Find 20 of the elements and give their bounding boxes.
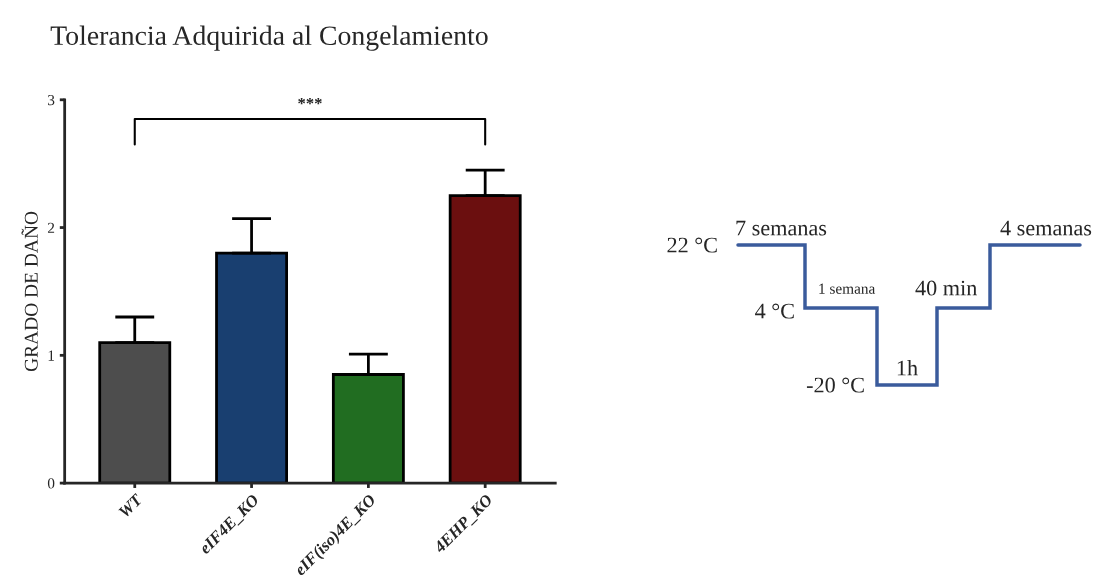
chart-title: Tolerancia Adquirida al Congelamiento	[50, 25, 488, 51]
bar	[331, 373, 405, 484]
text: 7 semanas	[736, 220, 827, 236]
text: 1 semana	[819, 283, 876, 294]
y-tick-label: 3	[48, 94, 55, 106]
annotation: ***	[298, 98, 322, 105]
x-tick-label: WT	[118, 492, 144, 519]
bar	[98, 341, 172, 484]
text: 40 min	[915, 280, 978, 296]
bar	[448, 194, 522, 484]
text: 4 semanas	[1000, 220, 1092, 236]
text: -20 °C	[806, 377, 864, 393]
y-tick-label: 0	[47, 478, 55, 489]
text: 22 °C	[667, 237, 717, 253]
text: 4 °C	[755, 303, 794, 319]
y-tick-label: 2	[47, 222, 55, 233]
y-tick-label: 1	[48, 350, 55, 361]
y-axis-title: GRADO DE DAÑO	[21, 211, 38, 372]
text: 1h	[897, 359, 918, 376]
bar	[215, 251, 288, 484]
